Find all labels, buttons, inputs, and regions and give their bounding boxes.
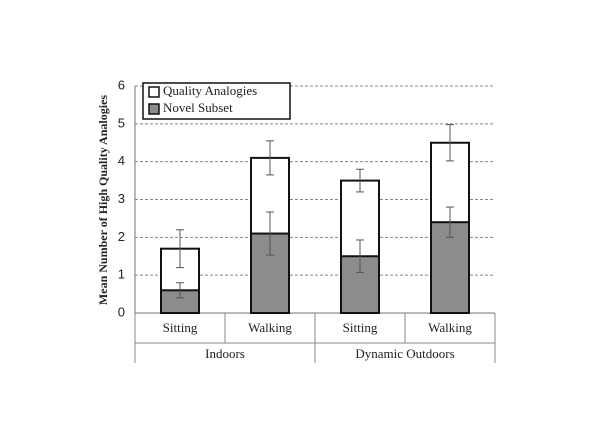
y-tick-label: 3 <box>118 191 125 206</box>
group-label: Indoors <box>205 346 245 361</box>
error-bar <box>266 140 274 176</box>
y-axis-label: Mean Number of High Quality Analogies <box>96 95 110 305</box>
y-tick-label: 5 <box>118 115 125 130</box>
error-bar <box>446 124 454 162</box>
legend-label: Novel Subset <box>163 100 233 115</box>
error-bar <box>266 211 274 256</box>
x-tick-label: Walking <box>248 320 292 335</box>
y-tick-label: 1 <box>118 267 125 282</box>
error-bar <box>446 206 454 238</box>
y-tick-label: 0 <box>118 304 125 319</box>
x-tick-label: Sitting <box>163 320 198 335</box>
error-bar <box>356 168 364 193</box>
group-label: Dynamic Outdoors <box>355 346 454 361</box>
legend-swatch <box>148 103 160 115</box>
error-bar <box>176 229 184 269</box>
error-bar <box>176 282 184 299</box>
legend-swatch <box>148 86 160 98</box>
x-tick-label: Sitting <box>343 320 378 335</box>
y-tick-label: 4 <box>118 153 125 168</box>
y-tick-label: 6 <box>118 77 125 92</box>
y-tick-label: 2 <box>118 229 125 244</box>
legend-box <box>142 82 291 120</box>
x-tick-label: Walking <box>428 320 472 335</box>
error-bar <box>356 239 364 274</box>
legend-label: Quality Analogies <box>163 83 257 98</box>
